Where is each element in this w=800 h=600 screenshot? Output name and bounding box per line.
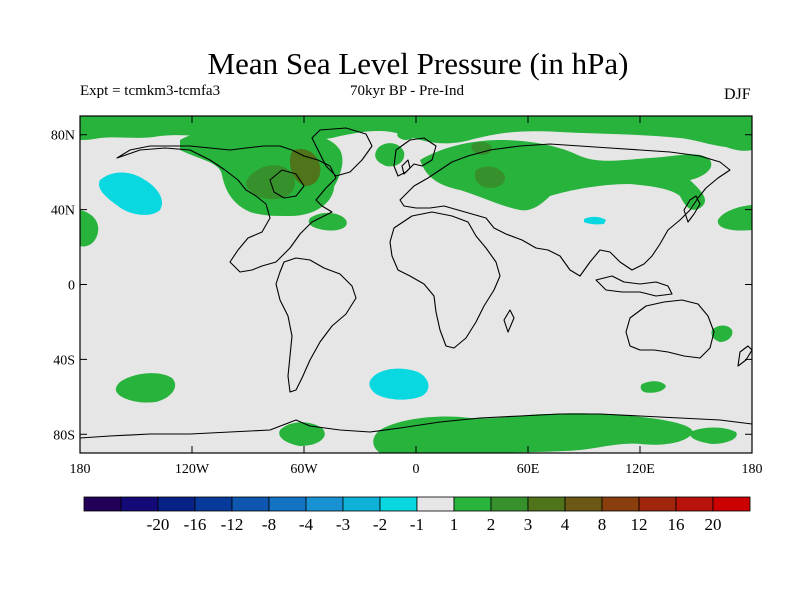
colorbar-swatch	[157, 496, 196, 512]
barents-peak-region	[471, 141, 492, 155]
colorbar-swatch	[675, 496, 714, 512]
eurasia-coast	[399, 143, 731, 277]
colorbar-swatch	[564, 496, 603, 512]
chart-title: Mean Sea Level Pressure (in hPa)	[207, 46, 629, 81]
colorbar-swatch	[120, 496, 159, 512]
colorbar-swatch	[231, 496, 270, 512]
colorbar-swatch	[490, 496, 529, 512]
colorbar-swatch	[342, 496, 381, 512]
japan-coast	[683, 195, 701, 223]
north-america-coast	[116, 145, 337, 273]
colorbar-swatch	[416, 496, 455, 512]
colorbar-swatch	[83, 496, 122, 512]
colorbar-label: -12	[221, 515, 244, 534]
colorbar-swatch	[305, 496, 344, 512]
indonesia-coast	[595, 275, 673, 297]
east-antarctic-positive-region	[689, 427, 737, 444]
period-label: 70kyr BP - Pre-Ind	[350, 83, 465, 99]
amundsen-positive-region	[279, 422, 325, 446]
experiment-label: Expt = tcmkm3-tcmfa3	[80, 83, 221, 99]
colorbar-label: 2	[487, 515, 496, 534]
x-tick-label: 60W	[290, 462, 318, 477]
colorbar-label: -20	[147, 515, 170, 534]
x-tick-label: 60E	[517, 462, 540, 477]
antarctic-positive-region	[373, 413, 693, 453]
pressure-anomaly-fields	[80, 116, 752, 453]
uk-coast	[401, 159, 411, 175]
eurasia-positive-region	[420, 140, 712, 211]
scandinavia-positive-region	[397, 125, 419, 140]
north-pacific-negative-region	[98, 172, 163, 215]
colorbar-swatch	[194, 496, 233, 512]
colorbar-label: 20	[705, 515, 722, 534]
siberia-peak-region	[474, 166, 506, 188]
south-atlantic-negative-region	[369, 368, 429, 400]
mideast-negative-region	[584, 216, 606, 225]
y-tick-label: 40S	[53, 353, 75, 368]
y-tick-label: 80N	[51, 129, 75, 144]
colorbar-label: 12	[631, 515, 648, 534]
colorbar-swatch	[712, 496, 751, 512]
antarctica-coast	[80, 413, 752, 439]
colorbar-swatch	[601, 496, 640, 512]
colorbar-label: 4	[561, 515, 570, 534]
season-label: DJF	[724, 86, 751, 103]
colorbar-swatch	[453, 496, 492, 512]
axis-ticks: 180 120W 60W 0 60E 120E 180 80N 40N 0 40S 80S	[51, 116, 763, 477]
x-tick-label: 180	[70, 462, 91, 477]
africa-coast	[389, 211, 501, 349]
pacific-edge-positive-region	[80, 210, 99, 247]
colorbar: -20 -16 -12 -8 -4 -3 -2 -1 1 2 3 4 8 12 16 20	[83, 496, 751, 534]
colorbar-label: 8	[598, 515, 607, 534]
colorbar-label: -16	[184, 515, 207, 534]
y-tick-label: 0	[68, 279, 75, 294]
x-tick-label: 120E	[625, 462, 655, 477]
south-pacific-positive-region	[115, 373, 176, 403]
europe-coast	[393, 137, 437, 177]
colorbar-label: 16	[668, 515, 685, 534]
x-tick-label: 0	[413, 462, 420, 477]
colorbar-swatch	[268, 496, 307, 512]
east-arctic-positive-region	[717, 124, 752, 151]
south-america-coast	[275, 257, 357, 393]
y-tick-label: 80S	[53, 428, 75, 443]
colorbar-label: -3	[336, 515, 350, 534]
colorbar-label: 3	[524, 515, 533, 534]
southern-ocean-positive-region	[640, 381, 666, 393]
colorbar-label: -1	[410, 515, 424, 534]
hudson-bay-coast	[269, 169, 305, 199]
x-tick-label: 120W	[175, 462, 210, 477]
new-zealand-coast	[737, 345, 752, 367]
colorbar-swatch	[527, 496, 566, 512]
colorbar-swatch	[379, 496, 418, 512]
madagascar-coast	[503, 309, 515, 333]
coastlines	[80, 127, 752, 439]
colorbar-label: -8	[262, 515, 276, 534]
x-tick-label: 180	[742, 462, 763, 477]
tasman-positive-region	[711, 325, 733, 342]
colorbar-label: -4	[299, 515, 314, 534]
atlantic-positive-region	[308, 212, 347, 231]
y-tick-label: 40N	[51, 204, 75, 219]
colorbar-label: -2	[373, 515, 387, 534]
colorbar-label: 1	[450, 515, 459, 534]
east-edge-positive-region	[717, 205, 752, 231]
colorbar-swatch	[638, 496, 677, 512]
australia-coast	[625, 299, 715, 359]
greenland-coast	[311, 127, 373, 177]
